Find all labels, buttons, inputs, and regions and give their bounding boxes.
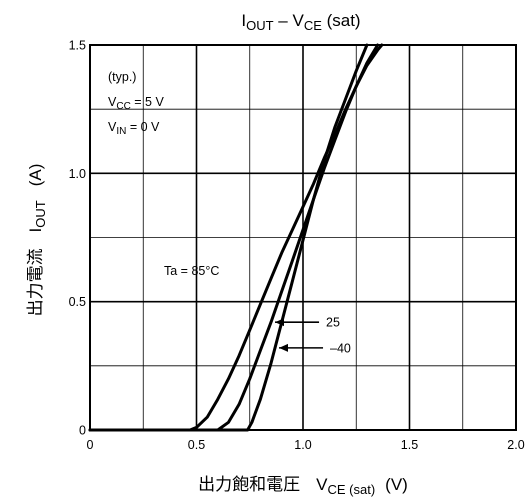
conditions-box: (typ.) VCC = 5 V VIN = 0 V <box>108 70 164 137</box>
x-tick-label: 0.5 <box>188 438 205 452</box>
series-line <box>88 43 384 432</box>
chart-title: IOUT – VCE (sat) <box>241 11 360 33</box>
y-tick-label: 1.5 <box>69 39 86 53</box>
series-curves <box>88 43 384 432</box>
annotation-label: –40 <box>330 341 351 355</box>
annotation-label: 25 <box>326 316 340 330</box>
y-axis-label: 出力電流IOUT(A) <box>26 164 48 317</box>
annotation-label: Ta = 85°C <box>164 264 219 278</box>
plot-area: 0 0.5 1.0 1.5 2.0 0 0.5 1.0 1.5 (typ.) VCC = 5 V VI… <box>69 39 525 453</box>
x-tick-label: 2.0 <box>507 438 524 452</box>
condition-text: (typ.) <box>108 70 136 84</box>
x-tick-label: 0 <box>87 438 94 452</box>
condition-text: VIN = 0 V <box>108 120 160 137</box>
condition-text: VCC = 5 V <box>108 95 164 112</box>
x-tick-label: 1.0 <box>294 438 311 452</box>
y-tick-label: 0 <box>79 424 86 438</box>
y-tick-label: 0.5 <box>69 295 86 309</box>
y-tick-label: 1.0 <box>69 167 86 181</box>
annotations: Ta = 85°C 25 –40 <box>164 264 351 356</box>
plot-frame <box>89 44 517 431</box>
x-tick-label: 1.5 <box>401 438 418 452</box>
x-axis-label: 出力飽和電圧 VCE (sat) (V) <box>198 475 408 497</box>
series-line <box>88 43 369 432</box>
